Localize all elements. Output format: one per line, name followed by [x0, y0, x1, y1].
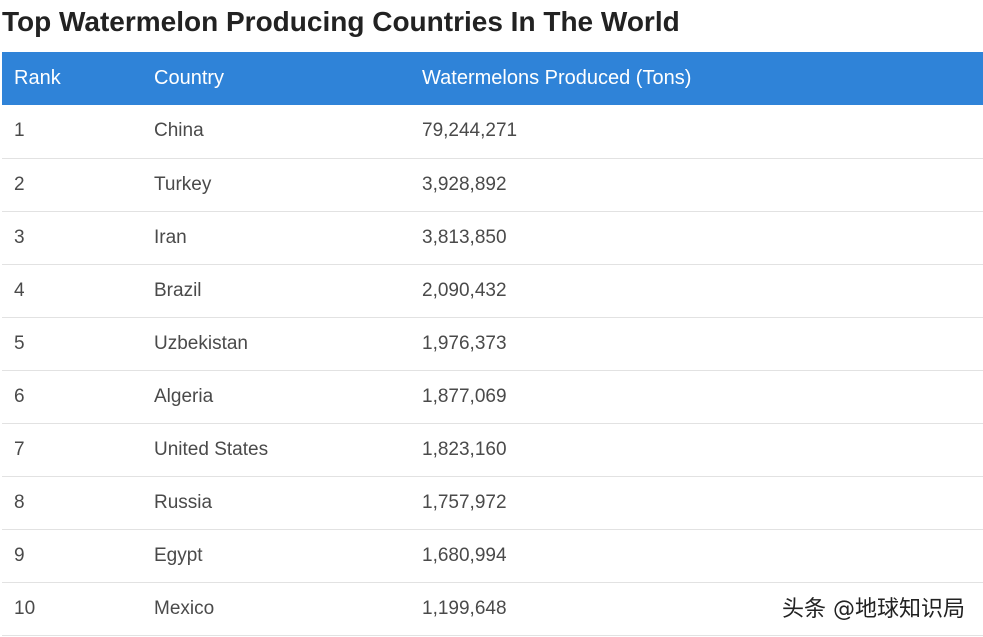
table-row: 3 Iran 3,813,850 [2, 211, 983, 264]
cell-country: Brazil [154, 279, 202, 301]
cell-value: 79,244,271 [422, 120, 518, 142]
cell-rank: 7 [14, 438, 25, 460]
source-watermark: 头条 @地球知识局 [782, 597, 965, 622]
cell-rank: 9 [14, 544, 25, 566]
table-row: 5 Uzbekistan 1,976,373 [2, 317, 983, 370]
cell-rank: 6 [14, 385, 25, 407]
cell-country: Russia [154, 491, 213, 513]
column-header-rank[interactable]: Rank [14, 67, 61, 89]
cell-rank: 2 [14, 173, 25, 195]
table-row: 7 United States 1,823,160 [2, 423, 983, 476]
table-row: 6 Algeria 1,877,069 [2, 370, 983, 423]
data-table-container: Rank Country Watermelons Produced (Tons)… [2, 52, 983, 636]
cell-country: China [154, 120, 204, 142]
cell-rank: 10 [14, 597, 36, 619]
cell-country: Algeria [154, 385, 214, 407]
table-row: 4 Brazil 2,090,432 [2, 264, 983, 317]
cell-rank: 4 [14, 279, 25, 301]
cell-value: 3,813,850 [422, 226, 507, 248]
cell-value: 1,199,648 [422, 597, 507, 619]
column-header-value[interactable]: Watermelons Produced (Tons) [422, 67, 692, 89]
cell-country: Iran [154, 226, 187, 248]
cell-value: 3,928,892 [422, 173, 507, 195]
table-row: 9 Egypt 1,680,994 [2, 529, 983, 582]
cell-value: 1,680,994 [422, 544, 507, 566]
column-header-country[interactable]: Country [154, 67, 225, 89]
cell-value: 1,976,373 [422, 332, 507, 354]
page-title: Top Watermelon Producing Countries In Th… [2, 6, 680, 37]
cell-rank: 5 [14, 332, 25, 354]
cell-country: Turkey [154, 173, 212, 195]
table-row: 8 Russia 1,757,972 [2, 476, 983, 529]
watermelon-production-table: Rank Country Watermelons Produced (Tons)… [2, 52, 983, 636]
table-header-row: Rank Country Watermelons Produced (Tons) [2, 52, 983, 105]
cell-country: Uzbekistan [154, 332, 248, 354]
table-body: 1 China 79,244,271 2 Turkey 3,928,892 3 … [2, 105, 983, 635]
cell-country: Mexico [154, 597, 215, 619]
cell-rank: 8 [14, 491, 25, 513]
cell-country: Egypt [154, 544, 203, 566]
cell-value: 1,823,160 [422, 438, 507, 460]
cell-value: 1,757,972 [422, 491, 507, 513]
table-row: 10 Mexico 1,199,648 [2, 582, 983, 635]
table-row: 2 Turkey 3,928,892 [2, 158, 983, 211]
table-header: Rank Country Watermelons Produced (Tons) [2, 52, 983, 105]
table-row: 1 China 79,244,271 [2, 105, 983, 158]
cell-rank: 1 [14, 120, 25, 142]
cell-value: 2,090,432 [422, 279, 507, 301]
cell-rank: 3 [14, 226, 25, 248]
cell-country: United States [154, 438, 269, 460]
cell-value: 1,877,069 [422, 385, 507, 407]
